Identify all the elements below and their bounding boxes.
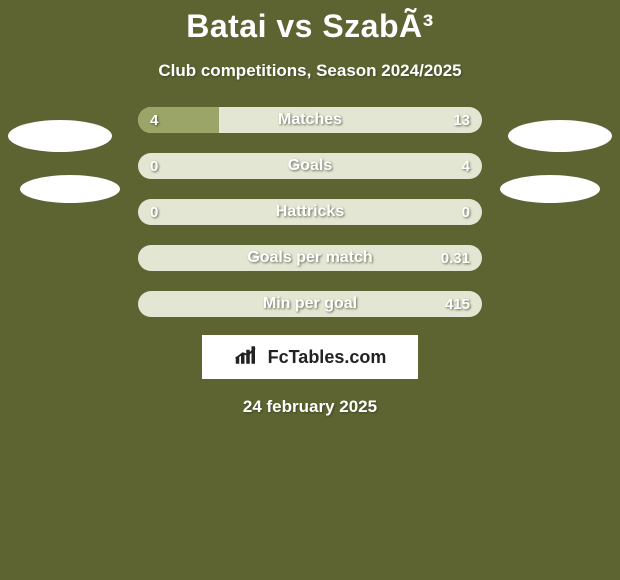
stat-value-right: 0.31	[441, 245, 470, 271]
stat-value-left: 4	[150, 107, 158, 133]
stat-row: Goals0 4	[0, 153, 620, 179]
stat-value-right: 0	[462, 199, 470, 225]
stat-row: Hattricks0 0	[0, 199, 620, 225]
page-title: Batai vs SzabÃ³	[0, 0, 620, 45]
stat-value-right: 415	[445, 291, 470, 317]
subtitle: Club competitions, Season 2024/2025	[0, 61, 620, 81]
branding-box: FcTables.com	[202, 335, 418, 379]
stat-bar-label: Min per goal	[138, 291, 482, 317]
stat-bar-track: Matches413	[138, 107, 482, 133]
stat-row: Goals per match0.31	[0, 245, 620, 271]
stat-bar-track: Goals0 4	[138, 153, 482, 179]
stat-bar-label: Goals	[138, 153, 482, 179]
stat-bar-track: Goals per match0.31	[138, 245, 482, 271]
stat-value-left: 0	[150, 199, 158, 225]
stat-row: Matches413	[0, 107, 620, 133]
branding-chart-icon	[234, 344, 262, 371]
stat-bar-track: Min per goal415	[138, 291, 482, 317]
stat-bar-label: Hattricks	[138, 199, 482, 225]
stat-value-right: 13	[453, 107, 470, 133]
stat-value-left: 0	[150, 153, 158, 179]
stat-value-right: 4	[462, 153, 470, 179]
stat-row: Min per goal415	[0, 291, 620, 317]
stat-bar-label: Goals per match	[138, 245, 482, 271]
date-text: 24 february 2025	[0, 397, 620, 417]
branding-text: FcTables.com	[268, 347, 387, 368]
stat-bar-track: Hattricks0 0	[138, 199, 482, 225]
